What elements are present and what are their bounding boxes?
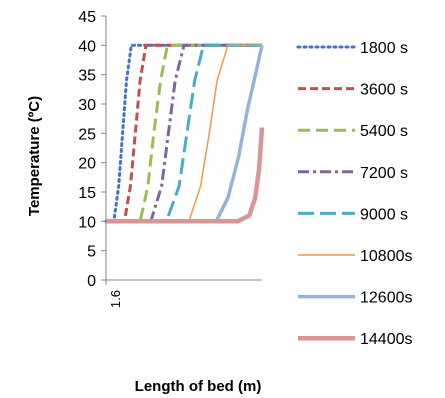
y-tick-label: 0 xyxy=(87,273,96,290)
series-line-0 xyxy=(104,43,264,223)
series-line-5 xyxy=(106,44,262,223)
legend-label-0: 1800 s xyxy=(360,40,408,57)
x-tick-label: 1.6 xyxy=(108,290,123,308)
y-tick-label: 35 xyxy=(78,68,96,85)
legend-label-5: 10800s xyxy=(360,248,413,265)
legend-label-1: 3600 s xyxy=(360,82,408,99)
legend-label-2: 5400 s xyxy=(360,123,408,140)
y-tick-label: 40 xyxy=(78,38,96,55)
series-line-4 xyxy=(106,43,262,223)
series-line-1 xyxy=(106,43,262,223)
y-tick-label: 15 xyxy=(78,185,96,202)
legend-label-7: 14400s xyxy=(360,331,413,348)
x-axis-title: Length of bed (m) xyxy=(135,378,262,395)
series-lines xyxy=(104,43,265,224)
legend-label-4: 9000 s xyxy=(360,206,408,223)
legend: 1800 s 3600 s 5400 s 7200 s 9000 s 10800s 1260… xyxy=(296,40,413,348)
y-axis: 0 5 10 15 20 25 30 35 40 45 xyxy=(78,9,107,290)
x-axis: 1.6 xyxy=(105,279,262,308)
series-line-2 xyxy=(106,43,262,223)
y-tick-label: 25 xyxy=(78,126,96,143)
y-axis-title: Temperature (ºC) xyxy=(26,96,43,216)
y-tick-label: 20 xyxy=(78,156,96,173)
series-line-3 xyxy=(106,43,262,223)
legend-label-3: 7200 s xyxy=(360,165,408,182)
y-tick-label: 10 xyxy=(78,214,96,231)
y-tick-label: 5 xyxy=(87,244,96,261)
y-tick-label: 45 xyxy=(78,9,96,26)
series-line-7 xyxy=(106,127,265,224)
series-line-6 xyxy=(106,44,264,224)
legend-label-6: 12600s xyxy=(360,290,413,307)
y-tick-label: 30 xyxy=(78,97,96,114)
